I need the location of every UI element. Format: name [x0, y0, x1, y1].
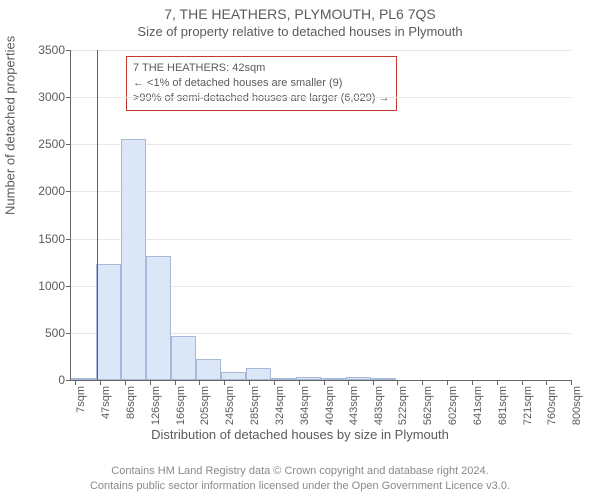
histogram-bar — [346, 377, 371, 380]
ytick-label: 0 — [21, 373, 65, 387]
xtick-label: 404sqm — [324, 386, 336, 425]
xtick-mark — [522, 380, 523, 385]
xtick-mark — [373, 380, 374, 385]
footer-line1: Contains HM Land Registry data © Crown c… — [0, 464, 600, 479]
xtick-mark — [100, 380, 101, 385]
histogram-bar — [121, 139, 146, 380]
xtick-label: 800sqm — [571, 386, 583, 425]
xtick-label: 47sqm — [100, 386, 112, 419]
chart-frame: 7, THE HEATHERS, PLYMOUTH, PL6 7QS Size … — [0, 0, 600, 500]
xtick-label: 245sqm — [224, 386, 236, 425]
xtick-label: 641sqm — [472, 386, 484, 425]
histogram-bar — [221, 372, 246, 380]
xtick-label: 721sqm — [522, 386, 534, 425]
xtick-mark — [472, 380, 473, 385]
annotation-box: 7 THE HEATHERS: 42sqm ← <1% of detached … — [126, 56, 397, 111]
histogram-bar — [246, 368, 271, 380]
ytick-mark — [66, 144, 71, 145]
xtick-mark — [546, 380, 547, 385]
xtick-mark — [422, 380, 423, 385]
histogram-bar — [371, 378, 396, 380]
ytick-label: 2000 — [21, 184, 65, 198]
xtick-mark — [299, 380, 300, 385]
ytick-label: 1500 — [21, 232, 65, 246]
chart-footer: Contains HM Land Registry data © Crown c… — [0, 464, 600, 494]
xtick-label: 126sqm — [150, 386, 162, 425]
ytick-label: 2500 — [21, 137, 65, 151]
ytick-mark — [66, 97, 71, 98]
x-axis-label: Distribution of detached houses by size … — [0, 427, 600, 442]
xtick-label: 7sqm — [75, 386, 87, 413]
gridline — [71, 97, 571, 98]
xtick-label: 285sqm — [249, 386, 261, 425]
xtick-label: 681sqm — [497, 386, 509, 425]
chart-title: 7, THE HEATHERS, PLYMOUTH, PL6 7QS — [0, 6, 600, 22]
xtick-mark — [199, 380, 200, 385]
xtick-mark — [150, 380, 151, 385]
property-marker-line — [97, 50, 98, 380]
xtick-label: 443sqm — [348, 386, 360, 425]
chart-subtitle: Size of property relative to detached ho… — [0, 24, 600, 39]
histogram-bar — [271, 378, 296, 380]
xtick-label: 602sqm — [447, 386, 459, 425]
footer-line2: Contains public sector information licen… — [0, 479, 600, 494]
ytick-mark — [66, 380, 71, 381]
xtick-mark — [571, 380, 572, 385]
xtick-label: 760sqm — [546, 386, 558, 425]
chart-titles: 7, THE HEATHERS, PLYMOUTH, PL6 7QS Size … — [0, 6, 600, 39]
histogram-bar — [196, 359, 221, 380]
y-axis-label: Number of detached properties — [3, 36, 18, 215]
xtick-label: 483sqm — [373, 386, 385, 425]
histogram-bar — [96, 264, 121, 380]
histogram-bar — [296, 377, 321, 380]
xtick-mark — [447, 380, 448, 385]
xtick-mark — [397, 380, 398, 385]
xtick-mark — [249, 380, 250, 385]
xtick-mark — [324, 380, 325, 385]
ytick-mark — [66, 239, 71, 240]
plot-area: 7 THE HEATHERS: 42sqm ← <1% of detached … — [70, 50, 571, 381]
annotation-line1: 7 THE HEATHERS: 42sqm — [133, 61, 390, 76]
ytick-label: 3500 — [21, 43, 65, 57]
xtick-label: 562sqm — [422, 386, 434, 425]
xtick-label: 364sqm — [299, 386, 311, 425]
xtick-mark — [175, 380, 176, 385]
histogram-bar — [171, 336, 196, 380]
xtick-label: 522sqm — [397, 386, 409, 425]
ytick-mark — [66, 333, 71, 334]
gridline — [71, 239, 571, 240]
gridline — [71, 144, 571, 145]
xtick-label: 324sqm — [274, 386, 286, 425]
xtick-mark — [348, 380, 349, 385]
ytick-mark — [66, 286, 71, 287]
ytick-label: 1000 — [21, 279, 65, 293]
xtick-label: 86sqm — [125, 386, 137, 419]
annotation-line2: ← <1% of detached houses are smaller (9) — [133, 76, 390, 91]
xtick-mark — [274, 380, 275, 385]
xtick-mark — [497, 380, 498, 385]
xtick-label: 166sqm — [175, 386, 187, 425]
ytick-mark — [66, 191, 71, 192]
gridline — [71, 50, 571, 51]
xtick-mark — [75, 380, 76, 385]
xtick-mark — [125, 380, 126, 385]
ytick-mark — [66, 50, 71, 51]
xtick-mark — [224, 380, 225, 385]
xtick-label: 205sqm — [199, 386, 211, 425]
ytick-label: 3000 — [21, 90, 65, 104]
histogram-bar — [321, 378, 346, 380]
ytick-label: 500 — [21, 326, 65, 340]
histogram-bar — [146, 256, 171, 380]
gridline — [71, 191, 571, 192]
